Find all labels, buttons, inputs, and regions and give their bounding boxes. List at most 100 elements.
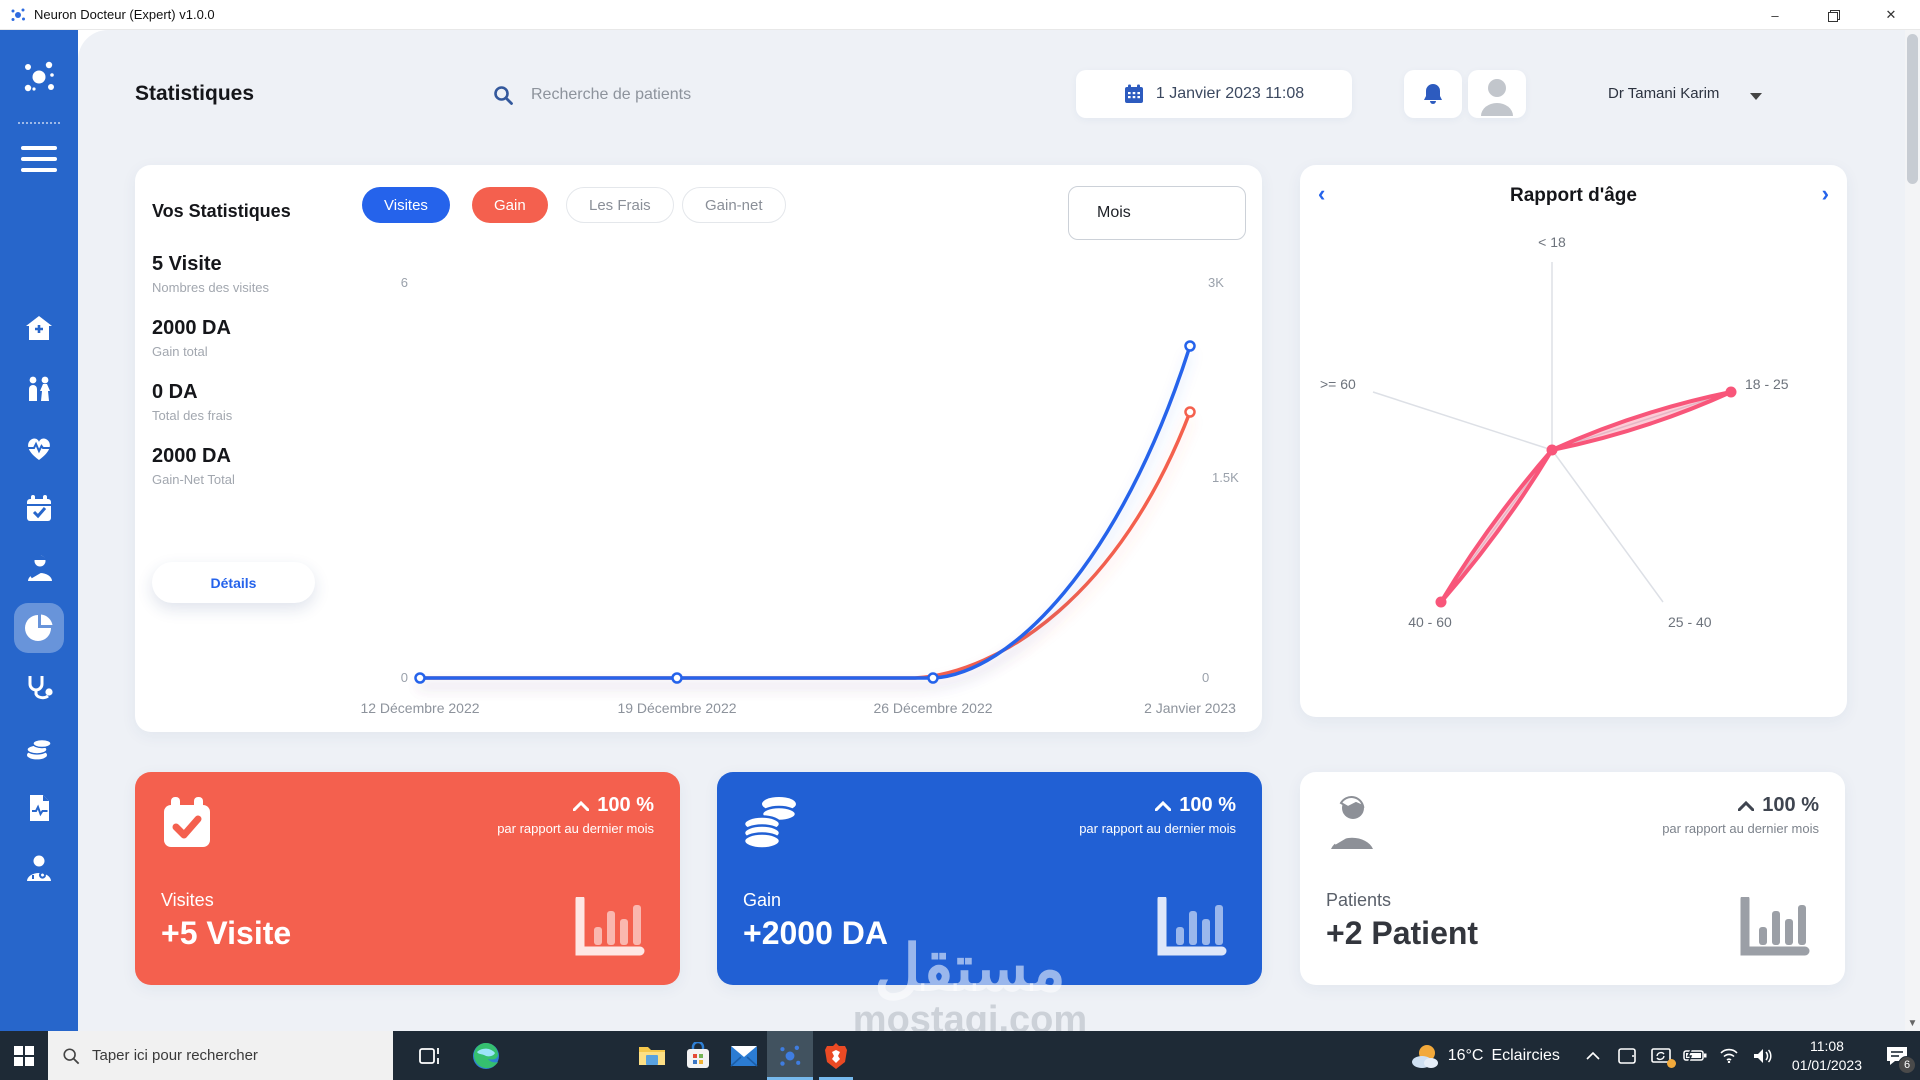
heart-pulse-icon xyxy=(28,438,50,460)
stats-card-title: Vos Statistiques xyxy=(152,201,291,221)
menu-toggle-button[interactable] xyxy=(21,146,57,179)
sidebar-item-visits[interactable] xyxy=(0,538,78,598)
gain-line xyxy=(418,410,1192,680)
page-title: Statistiques xyxy=(135,82,255,105)
weather-widget[interactable]: 16°C Eclaircies xyxy=(1410,1043,1576,1069)
bar-chart-icon xyxy=(575,897,645,956)
visites-summary-card[interactable]: 100 % par rapport au dernier mois Visite… xyxy=(135,772,680,985)
radar-label-over60: >= 60 xyxy=(1320,376,1356,392)
wifi-icon xyxy=(1720,1048,1738,1063)
percent-value: 100 % xyxy=(597,794,654,816)
sidebar-item-account[interactable] xyxy=(0,838,78,898)
minimize-button[interactable]: – xyxy=(1771,7,1779,23)
sidebar-item-consultations[interactable] xyxy=(0,658,78,718)
patients-summary-card[interactable]: 100 % par rapport au dernier mois Patien… xyxy=(1300,772,1845,985)
filter-frais-button[interactable]: Les Frais xyxy=(566,187,674,223)
vertical-scrollbar[interactable]: ▼ xyxy=(1905,30,1920,1031)
visits-gain-line-chart: 6 0 3K 1.5K 0 12 Décembre 2022 19 Dé xyxy=(360,275,1239,716)
age-radar-chart: < 18 18 - 25 25 - 40 40 - 60 >= 60 xyxy=(1320,234,1789,630)
windows-logo-icon xyxy=(14,1045,34,1066)
filter-gainnet-button[interactable]: Gain-net xyxy=(682,187,786,223)
mail-button[interactable] xyxy=(721,1031,767,1080)
sidebar-item-home[interactable] xyxy=(0,298,78,358)
weather-temp: 16°C xyxy=(1447,1046,1484,1064)
metric-label: Total des frais xyxy=(152,408,233,423)
tray-device-button[interactable] xyxy=(1610,1031,1644,1080)
restore-icon xyxy=(1828,10,1840,22)
app-molecule-icon xyxy=(11,8,25,21)
right-axis-top-tick: 3K xyxy=(1208,275,1224,290)
notifications-button[interactable] xyxy=(1404,70,1462,118)
percent-caption: par rapport au dernier mois xyxy=(1662,821,1819,836)
tablet-icon xyxy=(1618,1047,1636,1064)
details-button[interactable]: Détails xyxy=(152,562,315,603)
card-value: +5 Visite xyxy=(161,915,292,951)
neuron-app-button[interactable] xyxy=(767,1031,813,1080)
period-select[interactable]: Mois xyxy=(1068,186,1246,240)
speaker-icon xyxy=(1753,1048,1772,1063)
action-center-button[interactable]: 6 xyxy=(1874,1031,1920,1080)
close-button[interactable]: ✕ xyxy=(1885,7,1897,22)
metric-value: 0 DA xyxy=(152,381,198,403)
user-avatar[interactable] xyxy=(1468,70,1526,118)
percent-caption: par rapport au dernier mois xyxy=(497,821,654,836)
date-display[interactable]: 1 Janvier 2023 11:08 xyxy=(1076,70,1352,118)
card-label: Gain xyxy=(743,890,782,910)
metric-label: Gain-Net Total xyxy=(152,472,235,487)
taskbar-search[interactable] xyxy=(48,1031,393,1080)
filter-visites-button[interactable]: Visites xyxy=(362,187,450,223)
neuron-logo-icon[interactable] xyxy=(20,58,58,96)
tray-wifi-button[interactable] xyxy=(1712,1031,1746,1080)
doctor-name[interactable]: Dr Tamani Karim xyxy=(1608,85,1720,102)
gain-summary-card[interactable]: 100 % par rapport au dernier mois Gain +… xyxy=(717,772,1262,985)
task-view-button[interactable] xyxy=(407,1031,453,1080)
brave-browser-button[interactable] xyxy=(813,1031,859,1080)
patient-search[interactable] xyxy=(493,78,913,112)
neuron-app-icon xyxy=(780,1045,801,1066)
screen-sync-icon xyxy=(1651,1047,1671,1063)
trend-up-icon xyxy=(573,800,590,811)
metric-label: Nombres des visites xyxy=(152,280,270,295)
restore-button[interactable] xyxy=(1804,0,1862,30)
tray-battery-button[interactable] xyxy=(1678,1031,1712,1080)
chevron-down-icon[interactable] xyxy=(1750,93,1762,100)
sidebar-item-appointments[interactable] xyxy=(0,478,78,538)
metric-gainnet: 2000 DA Gain-Net Total xyxy=(152,445,235,487)
brave-icon xyxy=(825,1042,847,1069)
percent-value: 100 % xyxy=(1762,794,1819,816)
mail-icon xyxy=(730,1045,758,1067)
clock-time: 11:08 xyxy=(1809,1038,1844,1055)
next-chart-button[interactable]: › xyxy=(1821,181,1829,206)
previous-chart-button[interactable]: ‹ xyxy=(1318,181,1326,206)
folder-icon xyxy=(639,1046,665,1065)
tray-sync-button[interactable] xyxy=(1644,1031,1678,1080)
sidebar-item-reports[interactable] xyxy=(0,778,78,838)
radar-spokes xyxy=(1372,262,1732,603)
sidebar-item-health[interactable] xyxy=(0,418,78,478)
scrollbar-down-arrow[interactable]: ▼ xyxy=(1907,1018,1918,1029)
metric-value: 5 Visite xyxy=(152,253,222,275)
sidebar-item-patients[interactable] xyxy=(0,358,78,418)
chevron-up-icon xyxy=(1586,1051,1600,1060)
start-button[interactable] xyxy=(0,1031,48,1080)
x-label-1: 19 Décembre 2022 xyxy=(617,700,736,716)
notification-badge: 6 xyxy=(1898,1056,1916,1074)
sidebar-item-finances[interactable] xyxy=(0,718,78,778)
edge-browser-button[interactable] xyxy=(463,1031,509,1080)
patient-search-input[interactable] xyxy=(531,86,871,104)
filter-gain-button[interactable]: Gain xyxy=(472,187,548,223)
file-explorer-button[interactable] xyxy=(629,1031,675,1080)
clock-date: 01/01/2023 xyxy=(1791,1056,1862,1073)
home-plus-icon xyxy=(26,316,52,340)
sidebar-divider xyxy=(18,122,60,124)
card-value: +2 Patient xyxy=(1326,915,1479,951)
taskbar-clock[interactable]: 11:08 01/01/2023 xyxy=(1780,1037,1874,1073)
taskbar-search-input[interactable] xyxy=(92,1047,362,1064)
tray-volume-button[interactable] xyxy=(1746,1031,1780,1080)
microsoft-store-button[interactable] xyxy=(675,1031,721,1080)
sidebar-item-statistics[interactable] xyxy=(0,598,78,658)
doctor-account-icon xyxy=(27,855,51,881)
scrollbar-thumb[interactable] xyxy=(1907,34,1918,184)
tray-expand-button[interactable] xyxy=(1576,1031,1610,1080)
